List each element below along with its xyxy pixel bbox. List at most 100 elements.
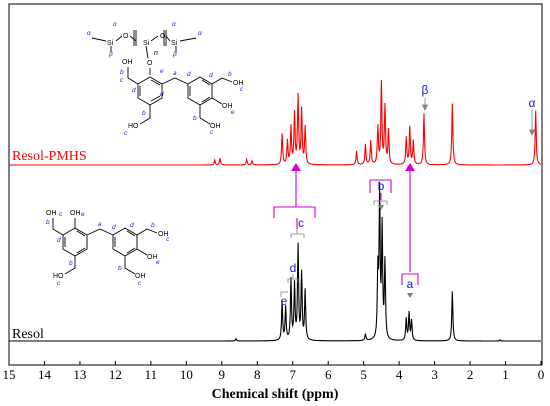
plot-frame [8,3,543,366]
x-tick-label: 0 [538,367,545,382]
svg-text:b: b [228,71,232,78]
bracket-b-gray [373,200,388,205]
x-tick-label: 2 [467,367,474,382]
o-atom-3: O [147,60,153,67]
oh-right-top: OH [233,80,244,87]
alpha-label-2: α [113,21,117,28]
x-tick-label: 5 [360,367,367,382]
svg-text:d: d [132,87,136,94]
repeat-n: n [154,50,158,57]
arrow-alpha [528,110,536,136]
svg-text:e: e [231,109,235,116]
peak-label-d: d [290,261,297,275]
x-tick-label: 7 [289,367,296,382]
peak-label-a: a [407,277,414,291]
structure-site-letters-bottom: b c e d b c d d b c e b c [46,211,170,287]
svg-text:c: c [166,236,170,243]
x-tick-label: 3 [431,367,438,382]
struct-label-a-bottom: a [98,221,102,228]
peak-label-b: b [378,179,385,193]
x-tick-label: 13 [73,367,86,382]
svg-text:b: b [69,260,73,267]
o-atom-1: O [123,33,129,40]
arrowhead-b [378,205,384,210]
x-tick-label: 12 [109,367,122,382]
svg-text:c: c [120,77,124,84]
x-tick-label: 6 [325,367,332,382]
connector-arrowhead-a [405,163,415,171]
series-label-resol: Resol [12,327,44,342]
x-axis-label: Chemical shift (ppm) [212,387,339,402]
alpha-label-1: α [87,30,91,37]
svg-text:e: e [160,68,164,75]
x-tick-label: 15 [3,367,16,382]
x-tick-label: 1 [502,367,509,382]
svg-text:c: c [210,129,214,136]
series-line-resol-pmhs [9,79,542,166]
alpha-label-3: α [172,21,176,28]
series-line-resol [9,182,541,342]
svg-text:c: c [59,211,63,218]
structure-resol-pmhs: α α α α Si Si Si O O O n β β a OH HO OH … [87,21,244,137]
oh-right-mid: OH [222,103,233,110]
svg-text:b: b [120,69,124,76]
ho-left-ring-bottom: HO [53,273,64,280]
svg-text:e: e [81,211,85,218]
svg-text:b: b [193,115,197,122]
connector-arrowhead-d-e [291,163,301,171]
x-axis-ticks: 15 14 13 12 11 10 9 8 7 6 5 4 3 2 1 0 [3,361,545,382]
svg-text:d: d [187,71,191,78]
svg-text:d: d [160,91,164,98]
svg-text:b: b [142,110,146,117]
arrowhead-a [407,293,413,298]
svg-text:d: d [130,222,134,229]
x-tick-label: 8 [254,367,261,382]
oh-left-ring-top: OH [46,210,57,217]
oh-right-ring-bottom: OH [135,273,146,280]
peak-label-e: e [281,294,288,308]
connector-d-e [273,169,316,218]
connector-a [401,170,419,285]
svg-text:c: c [124,130,128,137]
x-tick-label: 4 [396,367,403,382]
x-tick-label: 11 [145,367,158,382]
o-atom-2: O [160,33,166,40]
svg-text:d: d [112,224,116,231]
svg-text:d: d [209,72,213,79]
arrow-beta [421,98,429,111]
oh-left-top: OH [122,59,133,66]
oh-left-ring-phenol: OH [70,210,81,217]
si-atom-3: Si [171,40,178,47]
svg-text:b: b [46,219,50,226]
svg-text:c: c [57,280,61,287]
peak-label-alpha: α [529,96,536,110]
svg-text:b: b [151,222,155,229]
struct-label-a-top: a [173,70,177,77]
si-atom-2: Si [143,40,150,47]
si-atom-1: Si [107,40,114,47]
bracket-e [280,291,288,297]
svg-text:b: b [118,265,122,272]
svg-text:c: c [240,86,244,93]
beta-label-1: β [108,51,113,58]
x-tick-label: 14 [38,367,52,382]
oh-right-bottom: OH [210,123,221,130]
peak-label-beta: β [422,83,429,97]
svg-text:c: c [138,280,142,287]
series-label-resol-pmhs: Resol-PMHS [12,149,87,164]
x-tick-label: 10 [180,367,193,382]
x-tick-label: 9 [219,367,226,382]
svg-text:d: d [57,237,61,244]
ho-left-bottom: HO [128,123,139,130]
bracket-c-gray [290,229,305,238]
oh-right-ring-phenol: OH [147,254,158,261]
beta-label-2: β [172,51,177,58]
structure-resol: a OH OH HO OH OH OH b c e d b c d d b c e b c [46,210,170,287]
oh-right-ring-top: OH [158,231,169,238]
bracket-d [287,274,299,283]
peak-label-c: c [298,216,304,230]
svg-text:e: e [156,259,160,266]
bracket-b [369,179,392,193]
